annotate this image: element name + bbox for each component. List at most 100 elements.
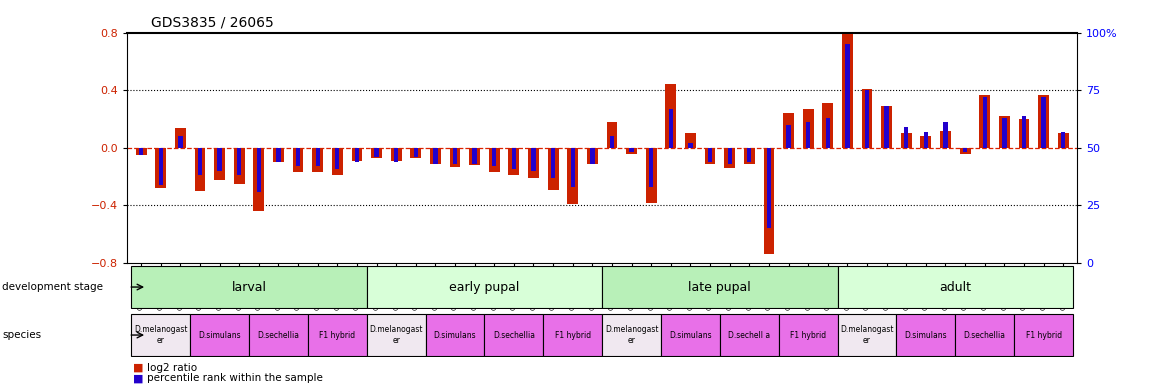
Bar (921, 136, 931, 148)
Bar (178, 136, 183, 148)
Text: development stage: development stage (2, 282, 103, 292)
Text: adult: adult (939, 281, 972, 293)
Text: late pupal: late pupal (689, 281, 752, 293)
Text: species: species (2, 330, 42, 340)
Bar (410, 148, 422, 158)
Bar (175, 127, 185, 148)
Bar (512, 148, 516, 169)
Text: D.sechellia: D.sechellia (257, 331, 300, 339)
Bar (786, 125, 791, 148)
Bar (472, 148, 477, 164)
Bar (767, 148, 771, 228)
Bar (195, 148, 205, 191)
Text: F1 hybrid: F1 hybrid (1026, 331, 1062, 339)
Text: D.melanogast
er: D.melanogast er (134, 325, 188, 345)
Bar (390, 148, 402, 161)
FancyBboxPatch shape (426, 314, 484, 356)
Bar (688, 143, 692, 148)
Bar (1019, 119, 1029, 148)
Bar (315, 148, 320, 166)
FancyBboxPatch shape (367, 314, 426, 356)
FancyBboxPatch shape (367, 266, 602, 308)
Text: D.simulans: D.simulans (434, 331, 476, 339)
Bar (901, 133, 911, 148)
Bar (430, 148, 441, 164)
Bar (277, 148, 280, 162)
Text: F1 hybrid: F1 hybrid (790, 331, 826, 339)
Bar (352, 148, 362, 161)
FancyBboxPatch shape (131, 314, 190, 356)
FancyBboxPatch shape (778, 314, 837, 356)
Bar (413, 148, 418, 157)
Bar (218, 148, 221, 171)
Bar (668, 109, 673, 148)
Bar (508, 148, 519, 175)
Bar (1041, 97, 1046, 148)
Text: D.simulans: D.simulans (198, 331, 241, 339)
FancyBboxPatch shape (955, 314, 1014, 356)
FancyBboxPatch shape (602, 266, 837, 308)
Bar (862, 89, 872, 148)
Bar (630, 148, 633, 152)
Bar (139, 148, 144, 155)
FancyBboxPatch shape (720, 314, 778, 356)
Bar (999, 116, 1010, 148)
Bar (963, 148, 967, 152)
FancyBboxPatch shape (1014, 314, 1073, 356)
Bar (865, 90, 870, 148)
Text: F1 hybrid: F1 hybrid (555, 331, 591, 339)
Bar (607, 122, 617, 148)
Bar (666, 84, 676, 148)
Bar (332, 148, 343, 175)
Text: early pupal: early pupal (449, 281, 520, 293)
Bar (708, 148, 712, 162)
Bar (567, 148, 578, 204)
Text: D.melanogast
er: D.melanogast er (604, 325, 659, 345)
Text: log2 ratio: log2 ratio (147, 363, 197, 373)
Bar (1057, 133, 1069, 148)
FancyBboxPatch shape (837, 314, 896, 356)
Bar (394, 148, 398, 162)
Bar (885, 106, 889, 148)
Text: ■: ■ (133, 363, 144, 373)
Bar (254, 148, 264, 211)
Bar (802, 109, 814, 148)
Bar (747, 148, 752, 162)
Bar (234, 148, 244, 184)
FancyBboxPatch shape (661, 314, 720, 356)
Bar (354, 148, 359, 162)
Bar (492, 148, 497, 166)
Bar (528, 148, 538, 178)
Bar (743, 148, 755, 164)
Bar (940, 131, 951, 148)
Bar (724, 148, 735, 168)
Bar (374, 148, 379, 157)
FancyBboxPatch shape (896, 314, 955, 356)
Bar (135, 148, 147, 155)
Bar (313, 148, 323, 172)
Bar (686, 133, 696, 148)
Text: percentile rank within the sample: percentile rank within the sample (147, 373, 323, 383)
Bar (587, 148, 598, 164)
FancyBboxPatch shape (837, 266, 1073, 308)
Text: D.sechell a: D.sechell a (728, 331, 770, 339)
Bar (924, 132, 928, 148)
Bar (214, 148, 225, 180)
Bar (571, 148, 574, 187)
Bar (237, 148, 241, 175)
Bar (591, 148, 594, 164)
Bar (727, 148, 732, 164)
Bar (944, 122, 947, 148)
Bar (783, 113, 794, 148)
Bar (822, 103, 833, 148)
Text: D.sechellia: D.sechellia (963, 331, 1006, 339)
Bar (842, 34, 852, 148)
Bar (904, 127, 908, 148)
Bar (155, 148, 166, 188)
Bar (489, 148, 499, 172)
Bar (548, 148, 558, 190)
Bar (648, 148, 653, 187)
Bar (551, 148, 556, 178)
Text: D.sechellia: D.sechellia (493, 331, 535, 339)
Bar (469, 148, 481, 165)
